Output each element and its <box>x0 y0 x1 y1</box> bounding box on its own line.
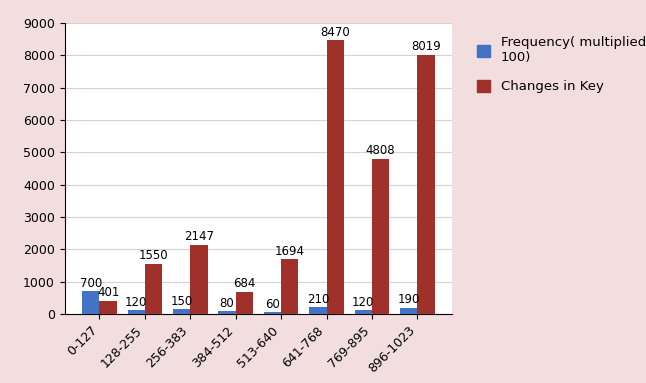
Text: 700: 700 <box>79 277 102 290</box>
Bar <box>417 55 435 314</box>
Text: 1550: 1550 <box>139 249 169 262</box>
Bar <box>264 312 281 314</box>
Text: 60: 60 <box>265 298 280 311</box>
Text: 120: 120 <box>125 296 147 309</box>
Text: 8019: 8019 <box>411 40 441 53</box>
Legend: Frequency( multiplied by
100), Changes in Key: Frequency( multiplied by 100), Changes i… <box>470 29 646 100</box>
Bar <box>372 159 389 314</box>
Text: 8470: 8470 <box>320 26 350 39</box>
Text: 190: 190 <box>397 293 420 306</box>
Text: 4808: 4808 <box>366 144 395 157</box>
Bar <box>218 311 236 314</box>
Text: 120: 120 <box>352 296 375 309</box>
Bar <box>128 310 145 314</box>
Text: 401: 401 <box>97 286 120 300</box>
Bar <box>355 310 372 314</box>
Text: 80: 80 <box>220 297 234 310</box>
Bar <box>309 307 326 314</box>
Bar <box>326 40 344 314</box>
Bar <box>236 292 253 314</box>
Bar <box>400 308 417 314</box>
Bar <box>173 309 191 314</box>
Text: 2147: 2147 <box>184 230 214 243</box>
Text: 1694: 1694 <box>275 245 305 258</box>
Bar <box>145 264 162 314</box>
Bar <box>281 259 298 314</box>
Text: 150: 150 <box>171 295 193 308</box>
Bar <box>191 245 207 314</box>
Bar <box>82 291 99 314</box>
Text: 684: 684 <box>233 277 256 290</box>
Bar <box>99 301 117 314</box>
Text: 210: 210 <box>307 293 329 306</box>
